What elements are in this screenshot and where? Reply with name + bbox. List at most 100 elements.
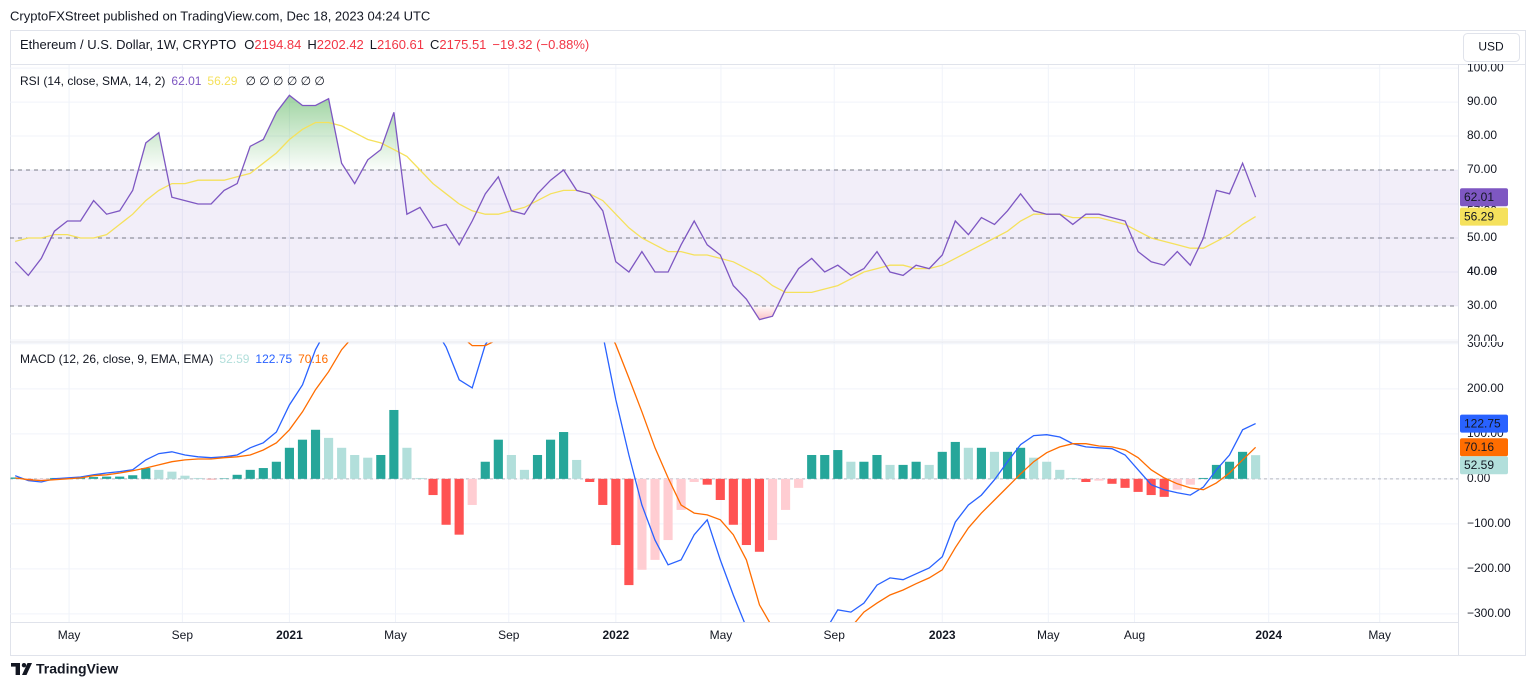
legend-value: 70.16 bbox=[298, 352, 328, 366]
histogram-bar bbox=[1237, 451, 1248, 479]
histogram-bar bbox=[415, 477, 425, 479]
histogram-bar bbox=[480, 461, 490, 479]
value-tag bbox=[1460, 456, 1508, 475]
symbol-info: Ethereum / U.S. Dollar, 1W, CRYPTO O2194.… bbox=[20, 37, 589, 52]
logo-part bbox=[11, 663, 20, 667]
histogram-bar bbox=[1159, 478, 1169, 497]
histogram-bar bbox=[1211, 464, 1222, 479]
histogram-bar bbox=[754, 478, 765, 552]
histogram-bar bbox=[937, 451, 947, 479]
x-tick-label: 2024 bbox=[1255, 628, 1282, 642]
histogram-bar bbox=[715, 478, 725, 501]
brand-name: TradingView bbox=[36, 661, 118, 677]
histogram-bar bbox=[310, 429, 321, 479]
histogram-bar bbox=[741, 478, 751, 546]
y-tick-label: −300.00 bbox=[1467, 606, 1511, 620]
ohlc-label: C bbox=[430, 37, 439, 52]
histogram-bar bbox=[728, 478, 738, 525]
histogram-bar bbox=[88, 477, 99, 479]
histogram-bar bbox=[585, 478, 595, 482]
legend-title: MACD (12, 26, close, 9, EMA, EMA) bbox=[20, 352, 213, 366]
x-tick-label: Sep bbox=[824, 628, 846, 642]
histogram-bar bbox=[350, 454, 360, 479]
legend-title: RSI (14, close, SMA, 14, 2) bbox=[20, 74, 165, 88]
legend-value: 56.29 bbox=[207, 74, 237, 88]
histogram-bar bbox=[1094, 478, 1104, 481]
x-tick-label: 2023 bbox=[929, 628, 956, 642]
logo-part bbox=[15, 663, 20, 675]
symbol-line: Ethereum / U.S. Dollar, 1W, CRYPTO O2194.… bbox=[20, 37, 589, 52]
symbol-name: Ethereum / U.S. Dollar, 1W, CRYPTO bbox=[20, 37, 236, 52]
histogram-bar bbox=[572, 459, 582, 479]
x-tick-label: May bbox=[1037, 628, 1060, 642]
histogram-bar bbox=[637, 478, 647, 570]
histogram-bar bbox=[598, 478, 608, 505]
value-tag bbox=[1460, 438, 1508, 457]
histogram-bar bbox=[1146, 478, 1156, 496]
histogram-bar bbox=[467, 478, 477, 505]
histogram-bar bbox=[559, 432, 569, 479]
axes: 100.0090.0080.0070.0060.0050.0040.0030.0… bbox=[20, 64, 1511, 642]
histogram-bar bbox=[1016, 447, 1026, 479]
histogram-bar bbox=[193, 477, 203, 479]
currency-button[interactable] bbox=[1463, 33, 1520, 62]
histogram-bar bbox=[950, 441, 960, 479]
histogram-bar bbox=[232, 474, 242, 479]
x-tick-label: Aug bbox=[1124, 628, 1145, 642]
histogram-bar bbox=[284, 447, 294, 479]
histogram-bar bbox=[258, 468, 268, 479]
histogram-bar bbox=[245, 469, 255, 479]
y-tick-label: −200.00 bbox=[1467, 561, 1511, 575]
histogram-bar bbox=[1081, 478, 1091, 482]
overbought-group bbox=[138, 95, 1246, 171]
y-tick-label: 300.00 bbox=[1467, 336, 1504, 350]
y-tick-label: 80.00 bbox=[1467, 128, 1497, 142]
value-tag-label: 70.16 bbox=[1464, 440, 1494, 454]
legend-suffix: ∅ ∅ ∅ ∅ ∅ ∅ bbox=[245, 74, 324, 88]
histogram-bar bbox=[1029, 457, 1039, 479]
logo-part bbox=[21, 663, 27, 668]
legend-value: 122.75 bbox=[255, 352, 292, 366]
x-tick-label: Sep bbox=[498, 628, 520, 642]
y-tick-label: 0.00 bbox=[1467, 471, 1491, 485]
histogram-bar bbox=[624, 478, 634, 586]
y-tick-label: 200.00 bbox=[1467, 381, 1504, 395]
histogram-bar bbox=[519, 469, 530, 479]
histogram-bar bbox=[650, 478, 660, 560]
histogram-bar bbox=[506, 454, 516, 479]
histogram-bar bbox=[676, 478, 686, 510]
histogram-bar bbox=[1224, 461, 1235, 479]
histogram-bar bbox=[1133, 478, 1143, 492]
histogram-bar bbox=[663, 478, 673, 541]
indicator-line bbox=[15, 342, 1257, 622]
y-tick-label: 90.00 bbox=[1467, 94, 1497, 108]
plot bbox=[10, 94, 1458, 622]
value-tag bbox=[1460, 207, 1508, 226]
histogram-bar bbox=[441, 478, 451, 525]
histogram-bar bbox=[702, 478, 712, 485]
histogram-bar bbox=[963, 447, 973, 479]
ohlc-value: 2194.84 bbox=[254, 37, 301, 52]
histogram-bar bbox=[846, 461, 856, 479]
histogram-bar bbox=[102, 476, 112, 479]
y-tick-label: 20.00 bbox=[1467, 332, 1497, 346]
histogram-bar bbox=[820, 454, 830, 479]
histogram-bar bbox=[1068, 477, 1078, 479]
histogram-bar bbox=[324, 437, 334, 479]
histogram-bar bbox=[898, 464, 908, 479]
histogram-bar bbox=[989, 451, 1000, 479]
x-tick-label: May bbox=[384, 628, 407, 642]
histogram-bar bbox=[493, 439, 503, 479]
histogram-bar bbox=[36, 478, 46, 480]
currency-label[interactable]: USD bbox=[1478, 40, 1504, 54]
histogram-bar bbox=[1042, 461, 1052, 479]
y-tick-label: −100.00 bbox=[1467, 516, 1511, 530]
x-tick-label: May bbox=[710, 628, 733, 642]
change: −19.32 (−0.88%) bbox=[492, 37, 589, 52]
x-tick-label: 2021 bbox=[276, 628, 303, 642]
y-tick-label: 40.00 bbox=[1467, 264, 1497, 278]
overbought-fill bbox=[138, 95, 1246, 171]
histogram-bar bbox=[689, 478, 699, 482]
